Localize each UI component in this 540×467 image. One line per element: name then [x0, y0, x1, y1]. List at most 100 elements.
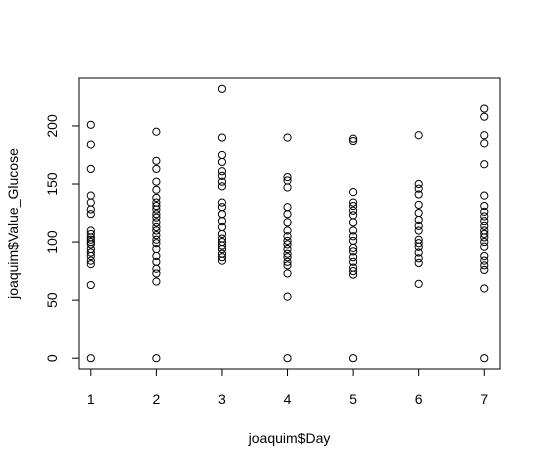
x-tick-label: 7	[480, 391, 488, 407]
data-point	[86, 120, 95, 129]
data-point	[349, 354, 358, 363]
data-point	[414, 242, 423, 251]
data-point	[86, 280, 95, 290]
data-point	[152, 218, 161, 227]
data-point	[480, 354, 489, 363]
data-point	[86, 354, 95, 363]
data-point	[217, 203, 227, 212]
data-point	[480, 284, 489, 293]
data-point	[414, 200, 423, 210]
data-point	[152, 213, 161, 222]
data-point	[283, 244, 292, 254]
y-tick-label: 50	[44, 292, 60, 308]
data-point	[349, 253, 358, 262]
data-point	[414, 258, 423, 268]
data-point	[283, 210, 292, 219]
data-point	[480, 191, 489, 200]
data-point	[152, 156, 161, 165]
data-point	[349, 211, 358, 220]
data-point	[480, 233, 489, 242]
data-point	[480, 160, 489, 169]
data-point	[152, 177, 161, 186]
y-tick-label: 200	[44, 114, 60, 138]
data-point	[86, 198, 95, 207]
data-point	[283, 354, 292, 363]
x-tick-label: 5	[349, 391, 357, 407]
data-point	[283, 218, 292, 227]
data-point	[480, 221, 489, 230]
data-point	[152, 201, 161, 211]
data-point	[414, 221, 423, 230]
data-point	[414, 184, 423, 193]
x-tick-label: 2	[152, 391, 160, 407]
data-point	[152, 193, 161, 203]
data-point	[217, 229, 227, 239]
data-point	[414, 215, 423, 225]
data-point	[480, 256, 489, 265]
data-point	[86, 191, 95, 200]
data-point	[349, 247, 358, 256]
data-point	[349, 198, 358, 207]
data-point	[283, 232, 292, 241]
data-point	[86, 251, 95, 261]
data-point	[152, 205, 161, 214]
data-point	[349, 267, 358, 276]
data-point	[86, 210, 95, 219]
data-point	[283, 292, 292, 301]
data-point	[349, 257, 358, 266]
data-point	[152, 127, 161, 136]
data-point	[86, 235, 95, 244]
data-point	[349, 206, 358, 215]
data-point	[217, 177, 227, 186]
data-point	[217, 217, 227, 226]
data-point	[152, 235, 161, 244]
y-tick-label: 100	[44, 230, 60, 254]
data-point	[283, 240, 292, 249]
data-point	[86, 240, 95, 249]
data-point	[414, 179, 423, 189]
data-point	[349, 226, 358, 235]
data-point	[283, 183, 292, 192]
data-point	[217, 171, 227, 180]
data-point	[152, 264, 161, 273]
data-point	[217, 150, 227, 160]
y-tick-label: 150	[44, 172, 60, 196]
y-axis: 0 50 100 150 200	[44, 114, 80, 362]
x-tick-label: 4	[284, 391, 292, 407]
x-axis: 1 2 3 4 5 6 7	[87, 368, 488, 407]
data-point	[480, 251, 489, 261]
x-axis-label: joaquim$Day	[248, 430, 331, 446]
x-tick-label: 3	[218, 391, 226, 407]
data-point	[217, 244, 227, 254]
data-point	[480, 261, 489, 270]
data-point	[217, 198, 227, 207]
data-point	[480, 242, 489, 251]
data-point	[414, 208, 423, 218]
data-point	[152, 185, 161, 194]
data-point	[217, 167, 227, 176]
data-point	[480, 207, 489, 216]
data-point	[480, 131, 489, 140]
data-point	[152, 251, 161, 261]
data-point	[152, 164, 161, 174]
data-point	[414, 190, 423, 199]
data-point	[283, 253, 292, 262]
data-point	[349, 136, 358, 146]
data-point	[152, 231, 161, 240]
y-axis-label: joaquim$Value_Glucose	[5, 148, 21, 300]
plot-frame	[78, 77, 501, 370]
data-point	[217, 241, 227, 250]
data-point	[217, 256, 227, 265]
data-point	[283, 133, 292, 142]
data-point	[283, 257, 292, 266]
data-point	[86, 205, 95, 214]
data-point	[86, 164, 95, 174]
data-point	[480, 237, 489, 247]
data-point	[283, 261, 292, 270]
data-point	[217, 133, 227, 142]
data-point	[86, 248, 95, 257]
data-point	[86, 256, 95, 265]
data-point	[480, 265, 489, 275]
data-point	[480, 212, 489, 221]
